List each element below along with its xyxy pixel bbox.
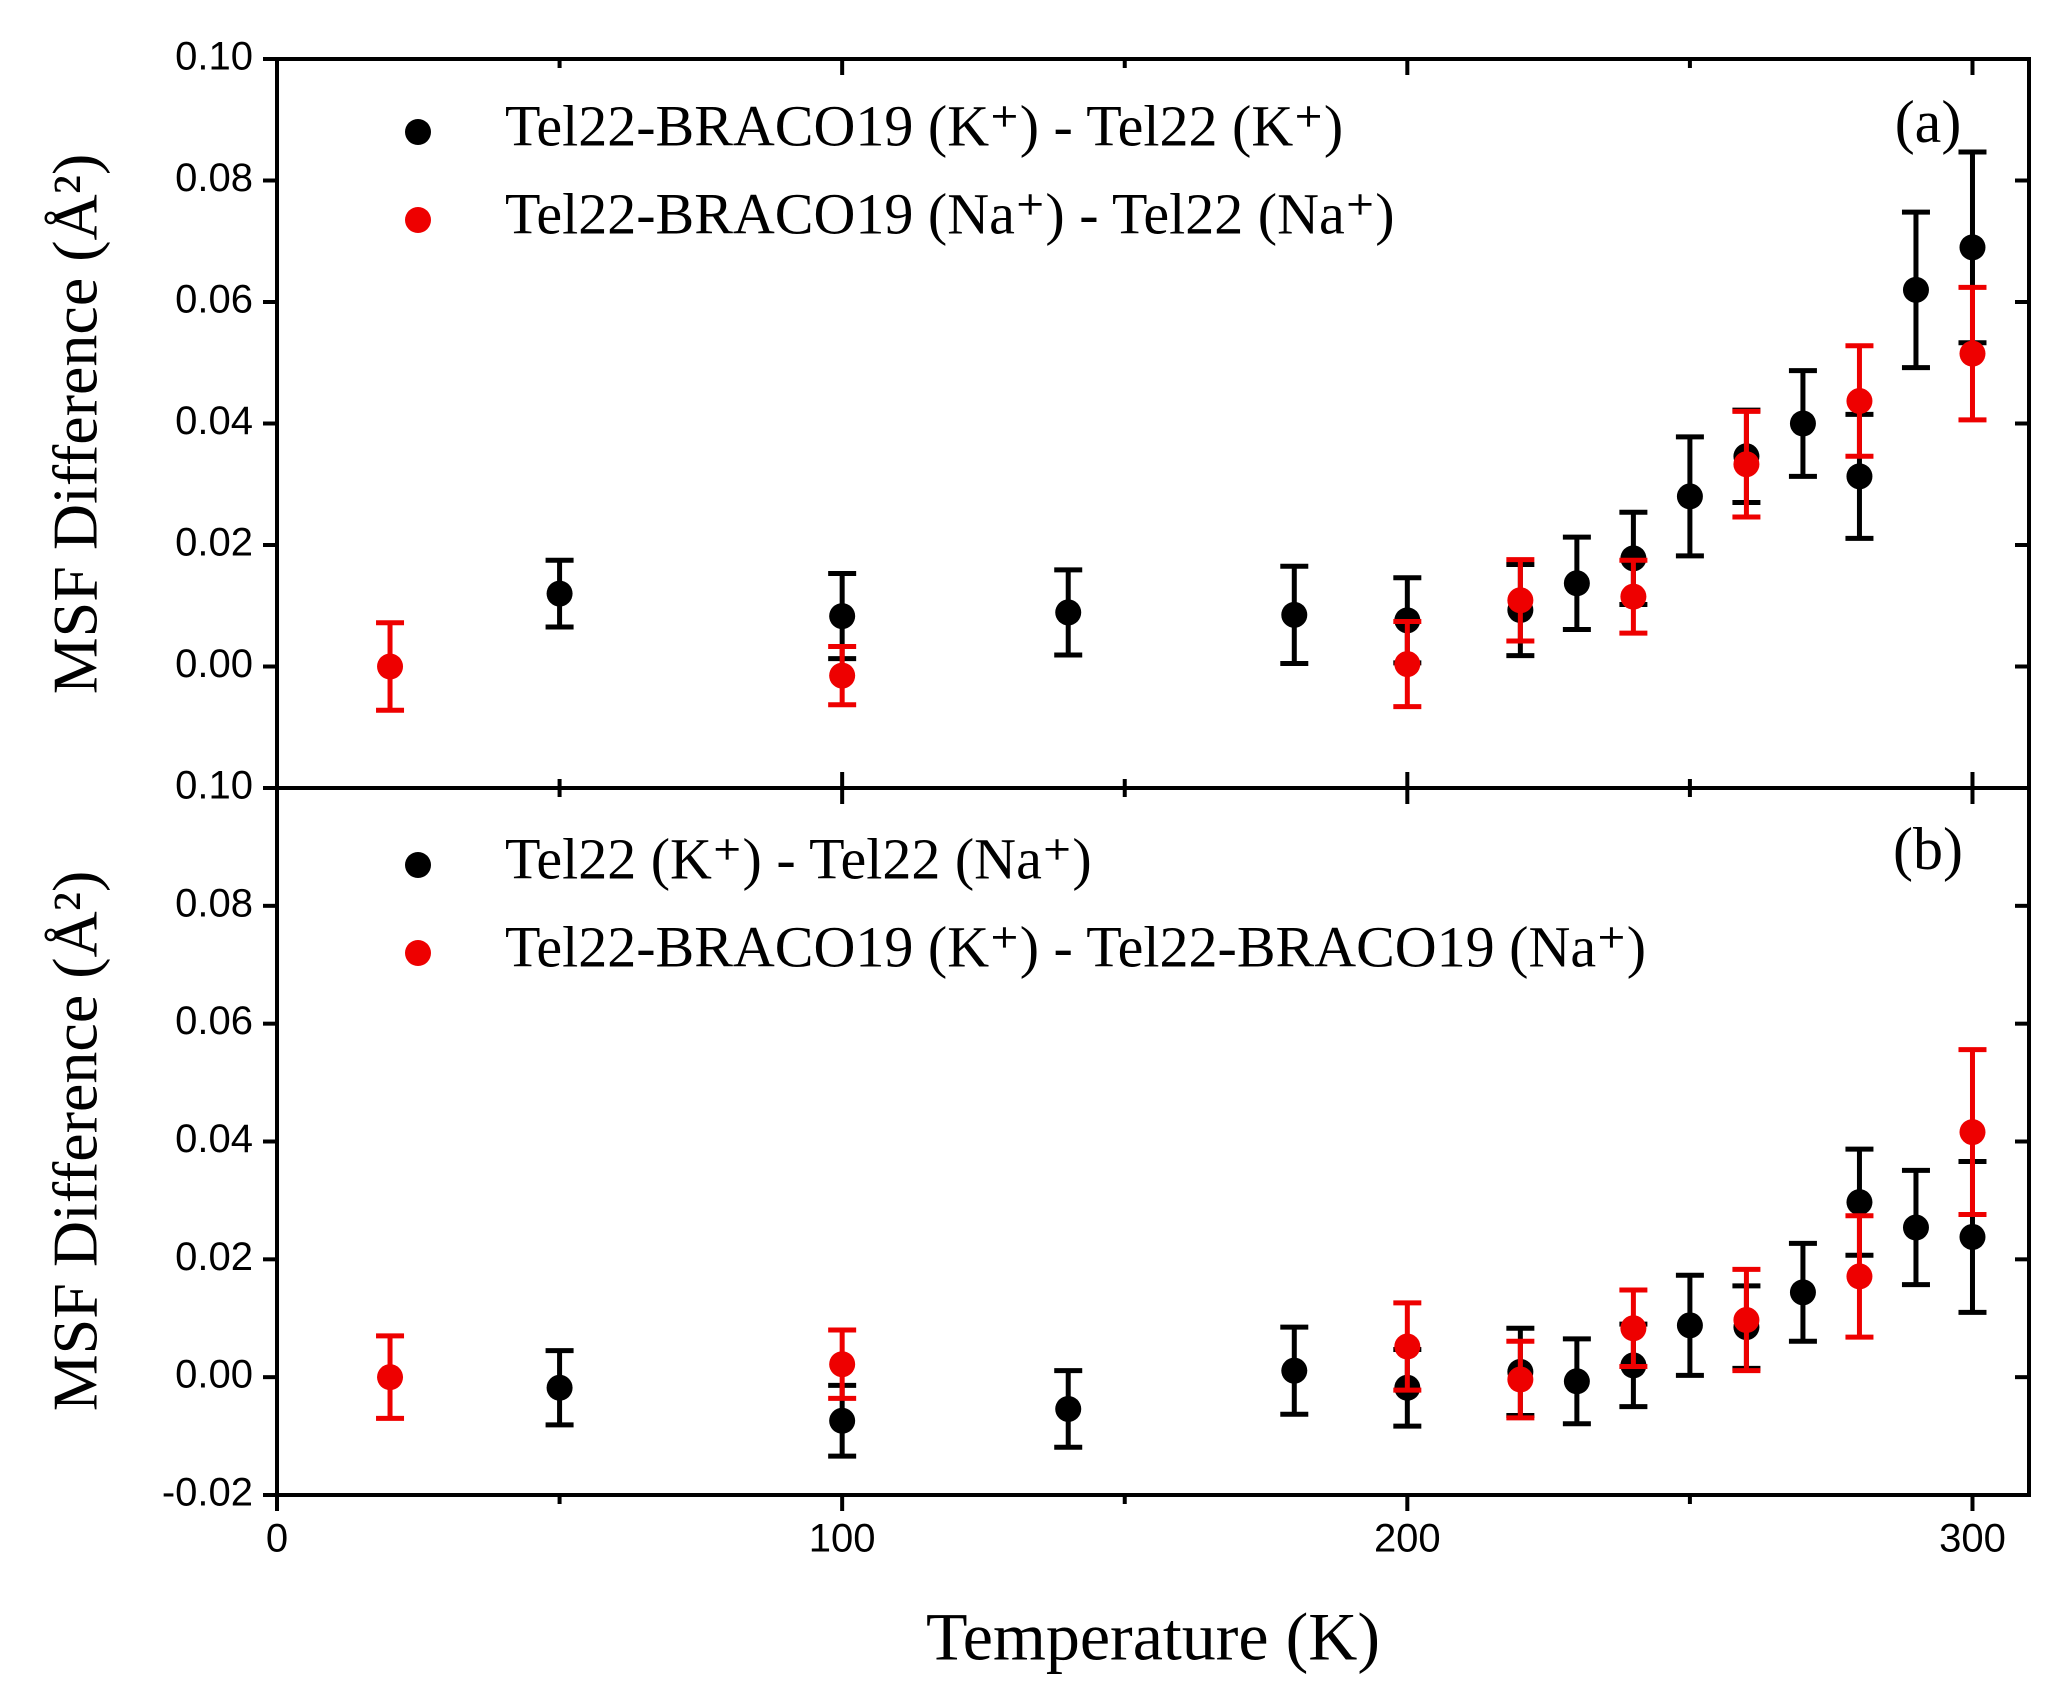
data-point (1846, 388, 1873, 415)
data-point (1394, 651, 1421, 678)
data-point (829, 603, 856, 630)
y-tick-label: 0.02 (175, 521, 253, 565)
data-point (829, 1407, 856, 1434)
data-point (1620, 1315, 1647, 1342)
legend-label: Tel22-BRACO19 (K⁺) - Tel22 (K⁺) (505, 93, 1343, 158)
data-point (377, 653, 404, 680)
y-tick-label: -0.02 (162, 1471, 253, 1515)
x-tick-label: 300 (1939, 1517, 2006, 1561)
data-point (1846, 1189, 1873, 1216)
legend-label: Tel22-BRACO19 (K⁺) - Tel22-BRACO19 (Na⁺) (505, 914, 1646, 979)
data-point (1394, 1333, 1421, 1360)
data-point (1281, 1357, 1308, 1384)
data-point (829, 662, 856, 689)
legend-label: Tel22 (K⁺) - Tel22 (Na⁺) (505, 826, 1092, 891)
data-point (546, 1374, 573, 1401)
data-point (1959, 1119, 1986, 1146)
y-tick-label: 0.02 (175, 1235, 253, 1279)
x-axis-label: Temperature (K) (926, 1599, 1380, 1675)
data-point (1507, 1366, 1534, 1393)
plot-frame (275, 786, 2031, 1497)
y-tick-label: 0.08 (175, 881, 253, 925)
panel-label: (a) (1895, 89, 1962, 155)
y-tick-label: 0.10 (175, 764, 253, 808)
y-tick-label: 0.04 (175, 399, 253, 443)
data-point (1563, 570, 1590, 597)
y-axis-label: MSF Difference (Å²) (40, 154, 111, 695)
data-point (1733, 1307, 1760, 1334)
panel-label: (b) (1893, 816, 1963, 882)
data-point (1676, 483, 1703, 510)
y-tick-label: 0.06 (175, 999, 253, 1043)
data-point (546, 580, 573, 607)
data-point (1620, 583, 1647, 610)
y-tick-label: 0.00 (175, 1353, 253, 1397)
x-tick-label: 200 (1374, 1517, 1441, 1561)
data-point (1281, 601, 1308, 628)
data-point (1902, 1214, 1929, 1241)
data-point (1055, 1395, 1082, 1422)
plot-frame (275, 57, 2031, 790)
data-point (1676, 1312, 1703, 1339)
y-tick-label: 0.08 (175, 156, 253, 200)
y-tick-label: 0.00 (175, 642, 253, 686)
series (545, 1146, 1987, 1459)
data-point (1846, 463, 1873, 490)
x-tick-label: 100 (809, 1517, 876, 1561)
data-point (1055, 599, 1082, 626)
data-point (1789, 1279, 1816, 1306)
x-tick-label: 0 (266, 1517, 288, 1561)
legend-marker (405, 119, 431, 145)
series (376, 1047, 1987, 1421)
data-point (377, 1364, 404, 1391)
legend-label: Tel22-BRACO19 (Na⁺) - Tel22 (Na⁺) (505, 181, 1395, 246)
data-point (1789, 410, 1816, 437)
y-axis-label: MSF Difference (Å²) (40, 871, 111, 1412)
y-tick-label: 0.06 (175, 278, 253, 322)
legend-marker (405, 207, 431, 233)
data-point (1902, 276, 1929, 303)
data-point (1846, 1263, 1873, 1290)
series (545, 149, 1987, 666)
data-point (1959, 340, 1986, 367)
data-point (1563, 1368, 1590, 1395)
data-point (1733, 451, 1760, 478)
series (376, 284, 1987, 713)
data-point (1959, 1223, 1986, 1250)
data-point (1507, 587, 1534, 614)
data-point (829, 1351, 856, 1378)
data-point (1959, 234, 1986, 261)
y-tick-label: 0.10 (175, 35, 253, 79)
legend-marker (405, 852, 431, 878)
y-tick-label: 0.04 (175, 1117, 253, 1161)
legend-marker (405, 940, 431, 966)
